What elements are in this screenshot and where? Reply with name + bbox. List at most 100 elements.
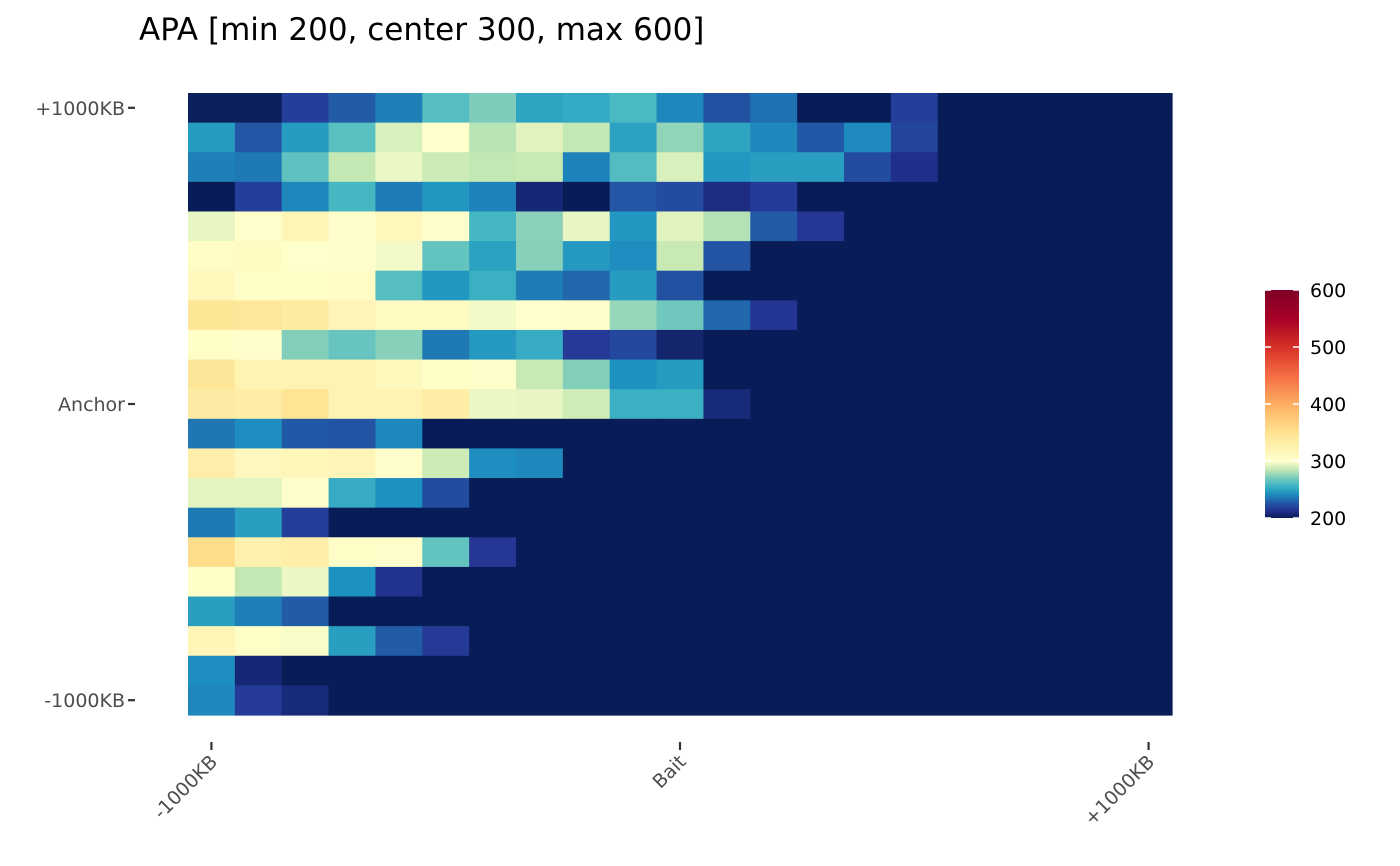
heatmap-cell	[422, 329, 470, 361]
heatmap-cell	[750, 270, 798, 301]
heatmap-cell	[516, 448, 564, 479]
heatmap-cell	[844, 241, 892, 272]
heatmap-cell	[375, 418, 423, 450]
heatmap-cell	[234, 596, 283, 627]
heatmap-cell	[375, 211, 423, 242]
heatmap-cell	[890, 181, 939, 213]
heatmap-cell	[937, 270, 986, 301]
heatmap-cell	[562, 448, 611, 479]
heatmap-cell	[422, 566, 470, 598]
heatmap-cell	[1125, 329, 1173, 361]
heatmap-cell	[516, 478, 564, 509]
heatmap-cell	[328, 122, 377, 153]
heatmap-cell	[422, 300, 470, 331]
heatmap-cell	[844, 685, 892, 716]
heatmap-cell	[937, 655, 986, 686]
heatmap-cell	[1125, 655, 1173, 686]
heatmap-cell	[797, 359, 845, 390]
heatmap-cell	[562, 270, 611, 301]
heatmap-cell	[562, 478, 611, 509]
heatmap-cell	[844, 152, 892, 183]
heatmap-cell	[1078, 241, 1126, 272]
heatmap-cell	[234, 418, 283, 450]
heatmap-cell	[234, 537, 283, 568]
heatmap-cell	[1078, 359, 1126, 390]
heatmap-cell	[188, 211, 236, 242]
heatmap-cell	[188, 596, 236, 627]
heatmap-cell	[937, 300, 986, 331]
heatmap-cell	[844, 566, 892, 598]
colorbar: 200 300 400 500 600	[1265, 280, 1346, 530]
heatmap-cell	[281, 418, 330, 450]
heatmap-cell	[188, 359, 236, 390]
heatmap-cell	[422, 596, 470, 627]
heatmap-cell	[516, 181, 564, 213]
heatmap-cell	[984, 300, 1033, 331]
heatmap-cell	[1031, 537, 1079, 568]
heatmap-cell	[1078, 507, 1126, 538]
heatmap-cell	[797, 211, 845, 242]
heatmap-cell	[375, 537, 423, 568]
heatmap-cell	[234, 300, 283, 331]
heatmap-cell	[656, 93, 705, 124]
heatmap-cell	[984, 418, 1033, 450]
colorbar-tick-label: 500	[1310, 337, 1346, 359]
heatmap-cell	[609, 418, 658, 450]
heatmap-cell	[234, 566, 283, 598]
heatmap-cell	[188, 478, 236, 509]
heatmap-cell	[422, 626, 470, 657]
heatmap-cell	[1125, 241, 1173, 272]
heatmap-cell	[609, 152, 658, 183]
heatmap-cell	[281, 626, 330, 657]
heatmap-cell	[469, 655, 517, 686]
heatmap-cell	[328, 537, 377, 568]
heatmap-cell	[656, 181, 705, 213]
heatmap-cell	[1031, 626, 1079, 657]
heatmap-cell	[281, 211, 330, 242]
heatmap-cell	[328, 270, 377, 301]
heatmap-cell	[937, 566, 986, 598]
heatmap-cell	[703, 596, 751, 627]
heatmap-cell	[516, 93, 564, 124]
heatmap-cell	[562, 181, 611, 213]
heatmap-cell	[188, 626, 236, 657]
heatmap-cell	[1078, 181, 1126, 213]
heatmap-cell	[516, 359, 564, 390]
heatmap-cell	[703, 478, 751, 509]
heatmap-cell	[797, 300, 845, 331]
heatmap-cell	[984, 359, 1033, 390]
heatmap-cell	[797, 537, 845, 568]
heatmap-cell	[422, 685, 470, 716]
heatmap-cell	[656, 359, 705, 390]
heatmap-cell	[1031, 329, 1079, 361]
heatmap-cell	[844, 478, 892, 509]
heatmap-cell	[469, 211, 517, 242]
heatmap-cell	[188, 329, 236, 361]
heatmap-cell	[937, 389, 986, 420]
heatmap-cell	[609, 389, 658, 420]
heatmap-cell	[516, 122, 564, 153]
heatmap-cell	[609, 122, 658, 153]
heatmap-cell	[1031, 478, 1079, 509]
heatmap-cell	[984, 152, 1033, 183]
heatmap-cell	[750, 389, 798, 420]
heatmap-cell	[1125, 359, 1173, 390]
heatmap-cell	[984, 626, 1033, 657]
heatmap-cell	[1078, 418, 1126, 450]
heatmap-cell	[844, 181, 892, 213]
heatmap-cell	[469, 389, 517, 420]
heatmap-cell	[844, 300, 892, 331]
heatmap-cell	[656, 241, 705, 272]
heatmap-cell	[844, 418, 892, 450]
heatmap-cell	[1078, 537, 1126, 568]
heatmap-cell	[797, 626, 845, 657]
heatmap-cell	[844, 596, 892, 627]
heatmap-cell	[1078, 596, 1126, 627]
heatmap-cell	[1125, 448, 1173, 479]
colorbar-tick-label: 400	[1310, 394, 1346, 416]
heatmap-cell	[750, 359, 798, 390]
heatmap-cell	[750, 211, 798, 242]
heatmap-cell	[328, 181, 377, 213]
heatmap-cell	[984, 93, 1033, 124]
heatmap-cell	[375, 93, 423, 124]
